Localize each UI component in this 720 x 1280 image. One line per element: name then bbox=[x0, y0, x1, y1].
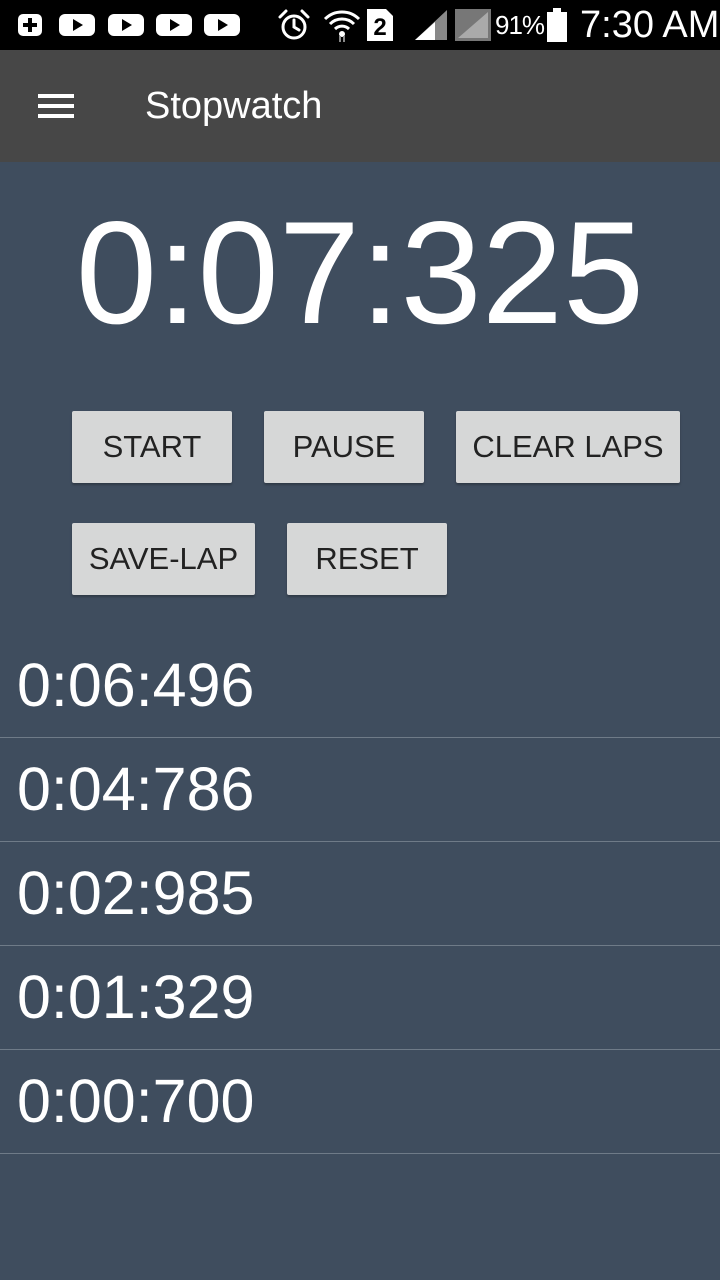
lap-time: 0:06:496 bbox=[17, 651, 255, 719]
lap-time: 0:01:329 bbox=[17, 963, 255, 1031]
lap-item[interactable]: 0:01:329 bbox=[0, 946, 720, 1050]
sim-2-icon: 2 bbox=[366, 0, 394, 50]
app-toolbar: Stopwatch bbox=[0, 50, 720, 162]
youtube-icon bbox=[204, 0, 240, 50]
timer-display: 0:07:325 bbox=[75, 191, 645, 354]
lap-item[interactable]: 0:06:496 bbox=[0, 634, 720, 738]
svg-text:2: 2 bbox=[373, 14, 386, 41]
lap-time: 0:04:786 bbox=[17, 755, 255, 823]
lap-item[interactable]: 0:02:985 bbox=[0, 842, 720, 946]
battery-icon bbox=[546, 0, 568, 50]
status-bar: 2 91% 7:30 AM bbox=[0, 0, 720, 50]
pause-button[interactable]: PAUSE bbox=[264, 411, 424, 483]
start-button[interactable]: START bbox=[72, 411, 232, 483]
youtube-icon bbox=[59, 0, 95, 50]
battery-percent: 91% bbox=[495, 10, 545, 40]
clear-laps-button[interactable]: CLEAR LAPS bbox=[456, 411, 680, 483]
lap-item[interactable]: 0:04:786 bbox=[0, 738, 720, 842]
alarm-icon bbox=[277, 0, 311, 50]
app-title: Stopwatch bbox=[145, 85, 323, 127]
reset-button[interactable]: RESET bbox=[287, 523, 447, 595]
save-lap-button[interactable]: SAVE-LAP bbox=[72, 523, 255, 595]
youtube-icon bbox=[156, 0, 192, 50]
status-clock: 7:30 AM bbox=[580, 4, 720, 46]
lap-time: 0:02:985 bbox=[17, 859, 255, 927]
lap-item[interactable]: 0:00:700 bbox=[0, 1050, 720, 1154]
lap-time: 0:00:700 bbox=[17, 1067, 255, 1135]
lap-list: 0:06:496 0:04:786 0:02:985 0:01:329 0:00… bbox=[0, 634, 720, 1154]
signal-icon bbox=[454, 0, 492, 50]
hamburger-menu-icon[interactable] bbox=[26, 78, 86, 134]
wifi-icon bbox=[323, 0, 361, 50]
signal-icon bbox=[413, 0, 449, 50]
plus-box-icon bbox=[17, 0, 43, 50]
youtube-icon bbox=[108, 0, 144, 50]
